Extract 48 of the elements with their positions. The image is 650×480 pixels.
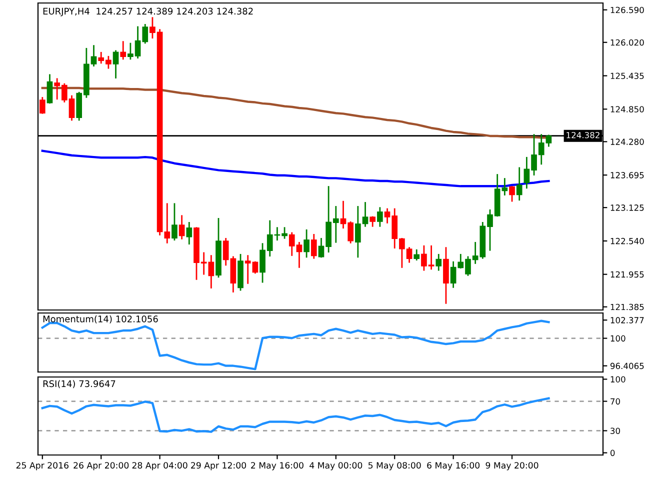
candlestick [509, 186, 515, 202]
x-tick-label: 2 May 16:00 [251, 462, 304, 470]
candlestick [377, 207, 383, 227]
candlestick [516, 167, 522, 201]
y-tick-label: 100 [610, 376, 626, 382]
candlestick [436, 254, 442, 271]
candlestick [370, 216, 376, 227]
candlestick [39, 97, 46, 114]
chart-title: EURJPY,H4 124.257 124.389 124.203 124.382 [43, 8, 253, 16]
y-tick-label: 100 [610, 335, 626, 342]
candlestick [112, 50, 119, 78]
x-tick-label: 29 Apr 12:00 [191, 462, 246, 470]
y-tick-label: 70 [610, 398, 620, 405]
y-tick-label: 126.020 [610, 39, 644, 46]
ref-line-label: 124.382 [566, 132, 600, 138]
candlestick [186, 222, 192, 244]
x-tick-label: 28 Apr 04:00 [132, 462, 188, 470]
line-series [41, 397, 550, 433]
y-tick-label: 124.850 [610, 106, 644, 112]
y-tick-label: 121.955 [610, 271, 644, 278]
candlestick [178, 215, 185, 240]
y-tick-label: 121.385 [610, 304, 644, 310]
candlestick [208, 255, 214, 288]
candlestick [172, 203, 178, 241]
y-tick-label: 96.4065 [610, 362, 644, 370]
candlestick [304, 229, 310, 258]
x-tick-label: 5 May 08:00 [368, 462, 421, 470]
chart-title: RSI(14) 73.9647 [43, 380, 116, 388]
candlestick [443, 247, 449, 304]
y-tick-label: 30 [610, 428, 620, 434]
candlestick [414, 249, 420, 260]
x-tick-label: 6 May 16:00 [427, 462, 480, 470]
y-tick-label: 126.590 [610, 6, 644, 14]
chart-title: Momentum(14) 102.1056 [43, 315, 158, 324]
y-tick-label: 122.540 [610, 238, 644, 244]
candlestick [120, 41, 126, 60]
y-tick-label: 123.125 [610, 204, 644, 211]
y-tick-label: 0 [610, 450, 615, 456]
y-tick-label: 123.695 [610, 172, 644, 178]
y-tick-label: 124.280 [610, 138, 644, 145]
x-tick-label: 25 Apr 2016 [16, 462, 68, 470]
x-tick-label: 4 May 00:00 [310, 462, 362, 470]
y-tick-label: 102.377 [610, 317, 644, 324]
x-tick-label: 26 Apr 20:00 [74, 462, 129, 470]
x-tick-label: 9 May 20:00 [486, 462, 538, 470]
candlestick [46, 74, 53, 104]
y-tick-label: 125.435 [610, 72, 644, 80]
candlestick [310, 234, 317, 259]
